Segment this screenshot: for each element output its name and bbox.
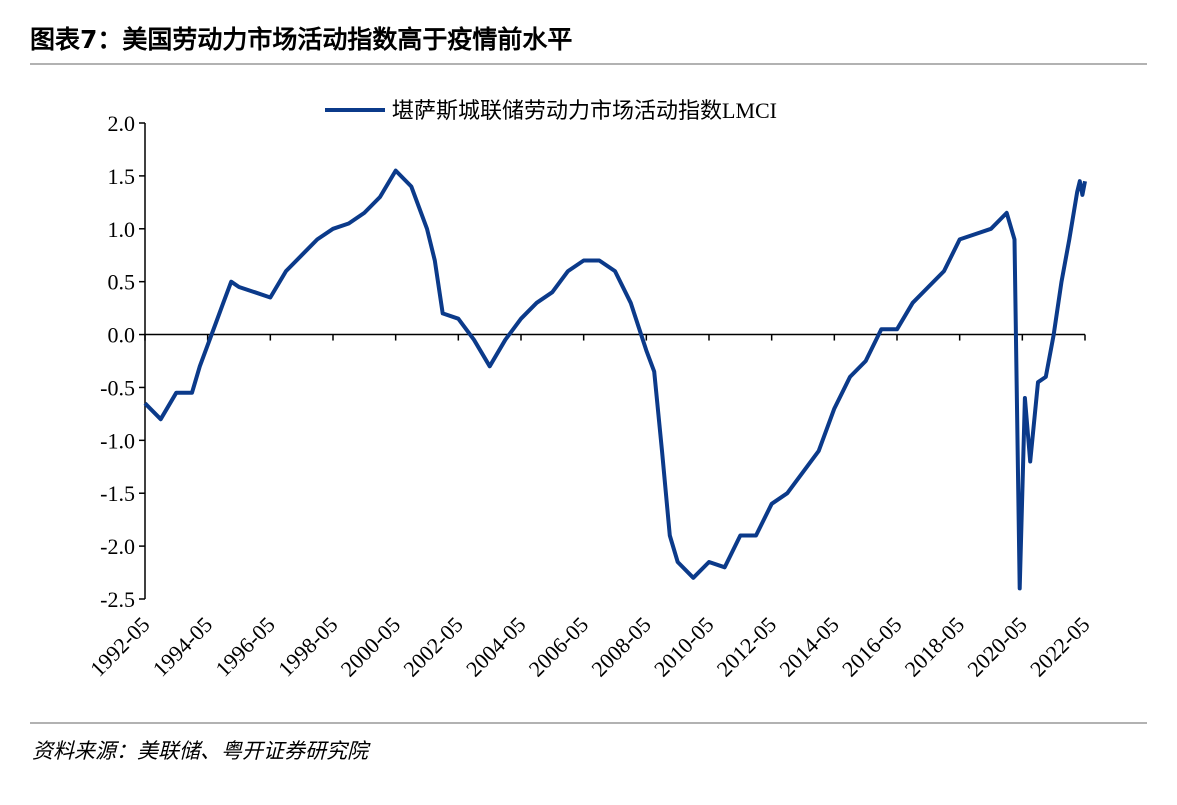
- x-tick-label: 2004-05: [461, 612, 531, 682]
- x-tick-label: 2012-05: [712, 612, 782, 682]
- x-tick-label: 2006-05: [524, 612, 594, 682]
- y-tick-label: -1.0: [100, 428, 135, 453]
- x-tick-label: 2016-05: [837, 612, 907, 682]
- y-tick-label: 2.0: [108, 111, 136, 136]
- y-tick-label: 1.5: [108, 164, 136, 189]
- chart-title: 图表7：美国劳动力市场活动指数高于疫情前水平: [30, 25, 572, 54]
- series-line: [143, 168, 1087, 591]
- y-tick-label: -0.5: [100, 375, 135, 400]
- x-tick-label: 2000-05: [336, 612, 406, 682]
- y-tick-label: -1.5: [100, 481, 135, 506]
- x-tick-label: 2020-05: [962, 612, 1032, 682]
- y-tick-label: 0.5: [108, 270, 136, 295]
- y-tick-label: 0.0: [108, 323, 136, 348]
- x-tick-label: 1992-05: [85, 612, 155, 682]
- x-tick-label: 2010-05: [649, 612, 719, 682]
- x-tick-label: 2022-05: [1025, 612, 1095, 682]
- x-tick-label: 1996-05: [210, 612, 280, 682]
- x-tick-label: 2014-05: [774, 612, 844, 682]
- source: 资料来源：美联储、粤开证券研究院: [32, 739, 371, 763]
- x-tick-label: 2008-05: [586, 612, 656, 682]
- legend-label: 堪萨斯城联储劳动力市场活动指数LMCI: [392, 98, 777, 123]
- x-tick-label: 2018-05: [900, 612, 970, 682]
- y-tick-label: -2.0: [100, 534, 135, 559]
- x-tick-label: 1994-05: [148, 612, 218, 682]
- y-tick-label: 1.0: [108, 217, 136, 242]
- x-tick-label: 2002-05: [398, 612, 468, 682]
- x-tick-label: 1998-05: [273, 612, 343, 682]
- y-tick-label: -2.5: [100, 587, 135, 612]
